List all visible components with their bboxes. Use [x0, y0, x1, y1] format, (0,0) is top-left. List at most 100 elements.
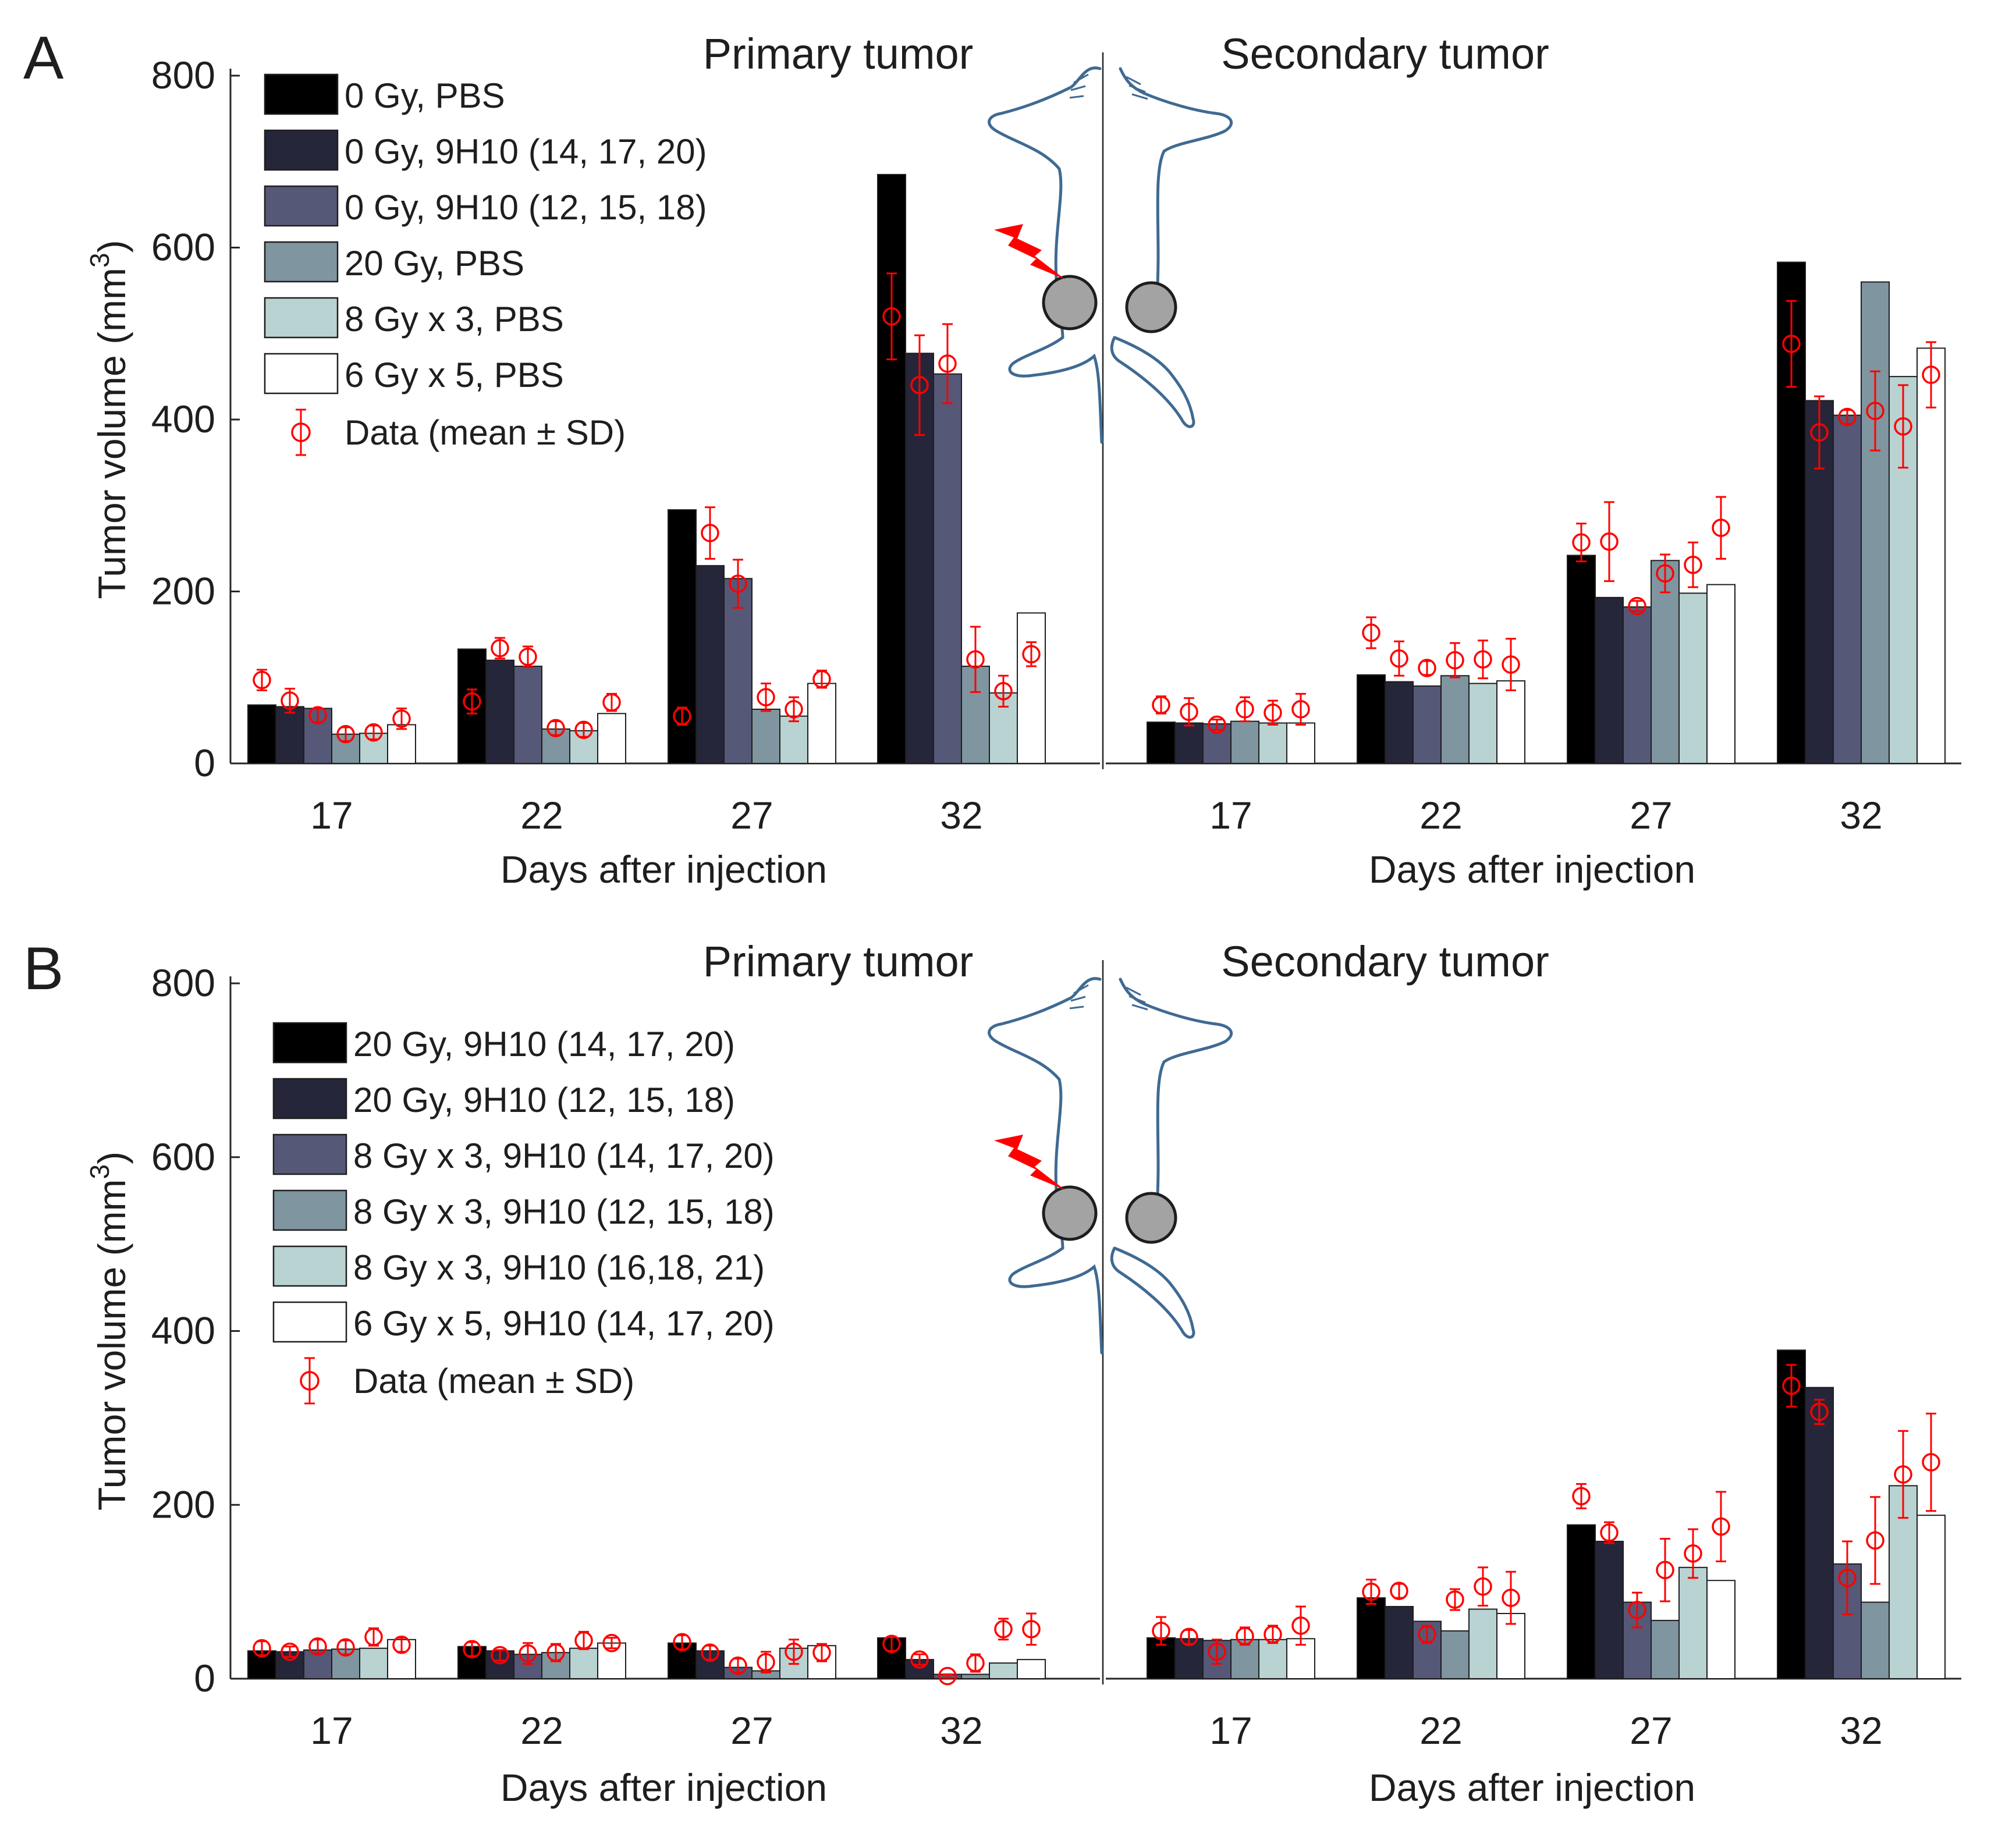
- bar: [1706, 1580, 1736, 1680]
- data-point: [1418, 659, 1436, 677]
- bar: [1623, 606, 1652, 764]
- bar: [1861, 281, 1890, 765]
- whisker: [1128, 995, 1146, 1004]
- data-point: [1922, 365, 1940, 384]
- data-point: [574, 1631, 593, 1650]
- legend-swatch: [272, 1078, 347, 1120]
- data-point: [1628, 596, 1646, 616]
- bar: [1595, 1540, 1624, 1680]
- data-point: [910, 376, 929, 395]
- legend-swatch: [264, 241, 339, 283]
- legend-swatch: [264, 185, 339, 227]
- data-point: [785, 1642, 803, 1661]
- y-tick-label: 800: [151, 961, 215, 1004]
- data-point: [757, 1652, 775, 1672]
- bar: [1230, 1639, 1259, 1679]
- data-point: [1474, 650, 1492, 669]
- panel-letter: A: [23, 24, 64, 92]
- data-point: [1152, 1622, 1170, 1640]
- legend: 0 Gy, PBS 0 Gy, 9H10 (14, 17, 20) 0 Gy, 9H…: [264, 73, 707, 456]
- x-tick-label: 27: [1630, 794, 1672, 837]
- data-point: [519, 648, 537, 666]
- y-tick-label: 600: [151, 1135, 215, 1178]
- bar: [569, 1647, 598, 1679]
- whisker: [1069, 1005, 1084, 1010]
- bar: [1861, 1601, 1890, 1680]
- panel-a: A 0 200 400 600 800 Tumor volume (mm3) Primary …: [23, 24, 1961, 891]
- data-point: [785, 700, 803, 719]
- subplot-title-secondary: Secondary tumor: [1221, 30, 1549, 78]
- bar: [1357, 674, 1386, 764]
- mouse-illustration: [988, 66, 1233, 444]
- y-tick-label: 0: [194, 1657, 215, 1700]
- legend-label: 6 Gy x 5, 9H10 (14, 17, 20): [353, 1304, 775, 1343]
- data-point: [1180, 1627, 1198, 1647]
- data-point: [1502, 1588, 1520, 1607]
- data-point: [364, 1627, 383, 1647]
- bar: [695, 565, 725, 764]
- data-point: [1362, 623, 1380, 642]
- x-axis-label: Days after injection: [501, 848, 827, 891]
- bar: [1678, 1566, 1708, 1680]
- bar: [275, 1651, 304, 1680]
- bar: [1805, 1387, 1834, 1679]
- data-point: [1291, 700, 1310, 719]
- whisker: [1131, 1004, 1148, 1011]
- bar: [1174, 1638, 1204, 1680]
- legend-data-marker: [300, 1371, 320, 1391]
- legend-label: 6 Gy x 5, PBS: [345, 356, 564, 395]
- bar: [1258, 1639, 1287, 1679]
- whisker: [1131, 93, 1148, 100]
- data-point: [812, 1643, 831, 1662]
- data-point: [1390, 1582, 1408, 1600]
- data-point: [281, 1642, 299, 1661]
- x-tick-label: 32: [1840, 1709, 1882, 1752]
- data-point: [1022, 645, 1041, 664]
- y-axis-label: Tumor volume (mm3): [84, 1152, 133, 1511]
- whisker: [1070, 996, 1086, 1002]
- bar: [989, 1662, 1018, 1680]
- data-point: [1712, 518, 1730, 537]
- legend-label: 8 Gy x 3, 9H10 (14, 17, 20): [353, 1136, 775, 1175]
- data-point: [757, 688, 775, 706]
- bar: [1917, 1515, 1946, 1680]
- data-point: [491, 1646, 509, 1665]
- whisker: [1069, 95, 1084, 99]
- legend-label: 20 Gy, PBS: [345, 244, 524, 283]
- bar: [1357, 1597, 1386, 1680]
- data-point: [463, 692, 481, 711]
- bar: [751, 708, 780, 764]
- x-tick-label: 17: [310, 794, 353, 837]
- bar: [1440, 1630, 1470, 1679]
- data-point: [1208, 715, 1226, 734]
- legend: 20 Gy, 9H10 (14, 17, 20) 20 Gy, 9H10 (12,…: [272, 1022, 775, 1405]
- x-tick-label: 22: [520, 1709, 563, 1752]
- data-point: [1418, 1625, 1436, 1644]
- legend-label: 8 Gy x 3, 9H10 (16,18, 21): [353, 1248, 765, 1287]
- bar: [1147, 722, 1176, 764]
- data-point: [1838, 1568, 1857, 1587]
- data-point: [546, 719, 565, 738]
- subplot-title-primary: Primary tumor: [703, 937, 974, 986]
- data-point: [882, 307, 901, 326]
- data-point: [1810, 423, 1829, 442]
- legend-swatch: [272, 1189, 347, 1231]
- legend-label: 20 Gy, 9H10 (14, 17, 20): [353, 1025, 735, 1064]
- x-tick-label: 17: [1209, 1709, 1252, 1752]
- data-point: [336, 1638, 355, 1657]
- x-tick-label: 22: [520, 794, 563, 837]
- y-tick-label: 600: [151, 226, 215, 269]
- data-point: [994, 682, 1013, 701]
- data-point: [1208, 1642, 1226, 1661]
- data-point: [463, 1640, 481, 1658]
- bar: [1595, 596, 1624, 765]
- bar: [1706, 584, 1736, 764]
- legend-swatch: [264, 73, 339, 115]
- data-point: [812, 670, 831, 688]
- bar: [387, 724, 416, 764]
- data-point: [1866, 1531, 1884, 1550]
- data-point: [729, 1656, 747, 1675]
- legend-label: 0 Gy, 9H10 (12, 15, 18): [345, 188, 707, 227]
- legend-swatch: [272, 1133, 347, 1175]
- data-point: [1922, 1453, 1940, 1472]
